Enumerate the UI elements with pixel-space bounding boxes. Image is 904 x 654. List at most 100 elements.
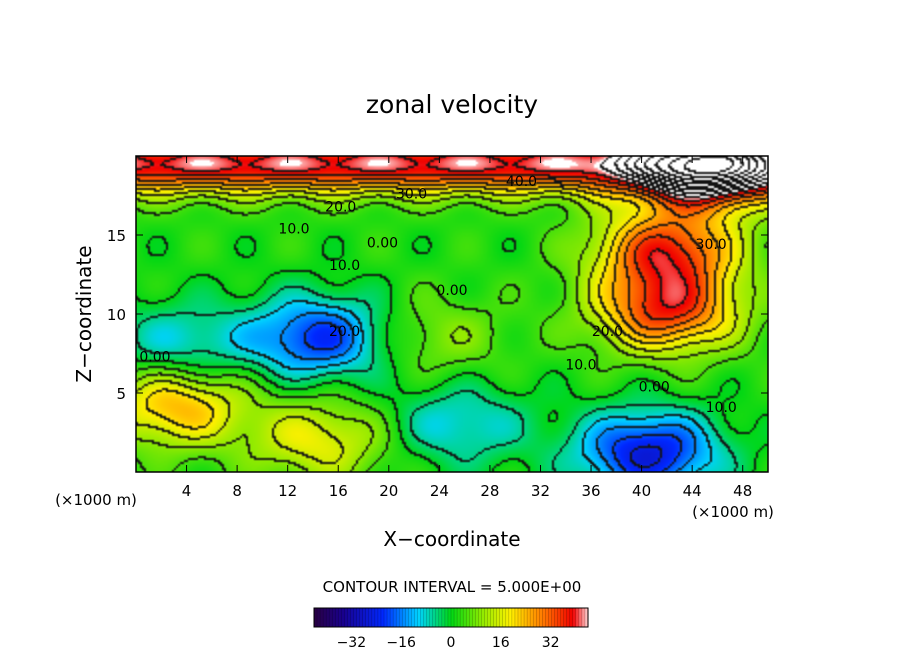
contour-label: 20.0 bbox=[325, 199, 356, 215]
colorbar-cell bbox=[353, 608, 358, 627]
colorbar-cell bbox=[569, 608, 574, 627]
x-tick-label: 12 bbox=[278, 482, 297, 500]
colorbar-cell bbox=[408, 608, 413, 627]
x-tick-label: 40 bbox=[632, 482, 651, 500]
colorbar-cell bbox=[371, 608, 376, 627]
contour-label: 10.0 bbox=[565, 357, 596, 373]
colorbar-cell bbox=[335, 608, 339, 627]
y-axis-label: Z−coordinate bbox=[72, 245, 96, 382]
colorbar-cell bbox=[414, 608, 419, 627]
colorbar-cell bbox=[584, 608, 589, 627]
colorbar-cells bbox=[313, 608, 589, 627]
x-axis: 4 8 12 16 20 24 28 32 36 40 44 48 bbox=[182, 156, 752, 500]
colorbar-cell bbox=[505, 608, 510, 627]
colorbar-cell bbox=[511, 608, 516, 627]
contour-label: 10.0 bbox=[706, 400, 737, 416]
x-tick-label: 20 bbox=[379, 482, 398, 500]
colorbar-cell bbox=[323, 608, 327, 627]
colorbar-cell bbox=[365, 608, 370, 627]
colorbar-cell bbox=[481, 608, 486, 627]
contour-interval-label: CONTOUR INTERVAL = 5.000E+00 bbox=[323, 578, 582, 596]
colorbar-cell bbox=[359, 608, 364, 627]
contour-label: 30.0 bbox=[696, 237, 727, 253]
x-unit-left: (×1000 m) bbox=[55, 491, 137, 509]
contour-label: 10.0 bbox=[278, 221, 309, 237]
colorbar-cell bbox=[502, 608, 507, 627]
colorbar-cell bbox=[466, 608, 470, 627]
colorbar-cell bbox=[393, 608, 397, 627]
x-tick-label: 36 bbox=[581, 482, 600, 500]
colorbar-cell bbox=[496, 608, 501, 627]
contour-label: 0.00 bbox=[639, 379, 670, 395]
x-tick-label: 4 bbox=[182, 482, 192, 500]
colorbar-cell bbox=[329, 608, 333, 627]
colorbar-cell bbox=[469, 608, 473, 627]
contour-label: 0.00 bbox=[367, 236, 398, 252]
colorbar-cell bbox=[356, 608, 361, 627]
colorbar-cell bbox=[368, 608, 373, 627]
colorbar-cell bbox=[536, 608, 540, 627]
colorbar-cell bbox=[524, 608, 528, 627]
colorbar-cell bbox=[454, 608, 458, 627]
chart-title: zonal velocity bbox=[366, 90, 538, 119]
colorbar-cell bbox=[487, 608, 492, 627]
colorbar-cell bbox=[463, 608, 467, 627]
colorbar-cell bbox=[338, 608, 342, 627]
y-tick-label: 15 bbox=[107, 227, 126, 245]
colorbar-cell bbox=[387, 608, 391, 627]
colorbar-cell bbox=[420, 608, 425, 627]
colorbar-cell bbox=[542, 608, 546, 627]
colorbar-cell bbox=[438, 608, 443, 627]
x-tick-label: 28 bbox=[480, 482, 499, 500]
x-tick-label: 44 bbox=[683, 482, 702, 500]
colorbar-cell bbox=[499, 608, 504, 627]
colorbar-cell bbox=[575, 608, 580, 627]
colorbar: −32 −16 0 16 32 bbox=[313, 607, 589, 651]
colorbar-cell bbox=[475, 608, 479, 627]
colorbar-cell bbox=[527, 608, 531, 627]
colorbar-cell bbox=[350, 608, 355, 627]
y-axis: 5 10 15 bbox=[107, 227, 768, 403]
colorbar-cell bbox=[578, 608, 583, 627]
colorbar-cell bbox=[554, 608, 559, 627]
colorbar-cell bbox=[545, 608, 550, 627]
contour-label: 0.00 bbox=[436, 283, 467, 299]
colorbar-tick-label: 32 bbox=[542, 635, 560, 651]
colorbar-cell bbox=[548, 608, 553, 627]
colorbar-tick-label: −16 bbox=[386, 635, 416, 651]
x-axis-label: X−coordinate bbox=[383, 527, 520, 551]
contour-label: 0.00 bbox=[139, 349, 170, 365]
x-tick-label: 48 bbox=[733, 482, 752, 500]
colorbar-cell bbox=[429, 608, 434, 627]
colorbar-cell bbox=[390, 608, 394, 627]
colorbar-cell bbox=[514, 608, 519, 627]
x-tick-label: 24 bbox=[430, 482, 449, 500]
colorbar-cell bbox=[396, 608, 400, 627]
colorbar-cell bbox=[478, 608, 483, 627]
contour-label: 30.0 bbox=[396, 187, 427, 203]
colorbar-cell bbox=[341, 608, 346, 627]
colorbar-cell bbox=[347, 608, 352, 627]
y-tick-label: 5 bbox=[116, 385, 126, 403]
colorbar-cell bbox=[444, 608, 449, 627]
colorbar-cell bbox=[533, 608, 537, 627]
x-unit-right: (×1000 m) bbox=[692, 503, 774, 521]
colorbar-cell bbox=[344, 608, 349, 627]
colorbar-cell bbox=[417, 608, 422, 627]
colorbar-cell bbox=[563, 608, 568, 627]
x-tick-label: 8 bbox=[232, 482, 242, 500]
colorbar-cell bbox=[432, 608, 437, 627]
colorbar-cell bbox=[490, 608, 495, 627]
x-tick-label: 32 bbox=[531, 482, 550, 500]
colorbar-cell bbox=[317, 608, 321, 627]
colorbar-cell bbox=[402, 608, 406, 627]
colorbar-cell bbox=[581, 608, 586, 627]
colorbar-cell bbox=[530, 608, 534, 627]
contour-label: 40.0 bbox=[506, 174, 537, 190]
colorbar-cell bbox=[517, 608, 522, 627]
colorbar-cell bbox=[447, 608, 452, 627]
colorbar-cell bbox=[320, 608, 324, 627]
colorbar-cell bbox=[560, 608, 565, 627]
contour-label-group: 40.0 30.0 20.0 10.0 0.00 10.0 0.00 20.0 0.00 30.0… bbox=[139, 174, 736, 416]
colorbar-cell bbox=[566, 608, 571, 627]
